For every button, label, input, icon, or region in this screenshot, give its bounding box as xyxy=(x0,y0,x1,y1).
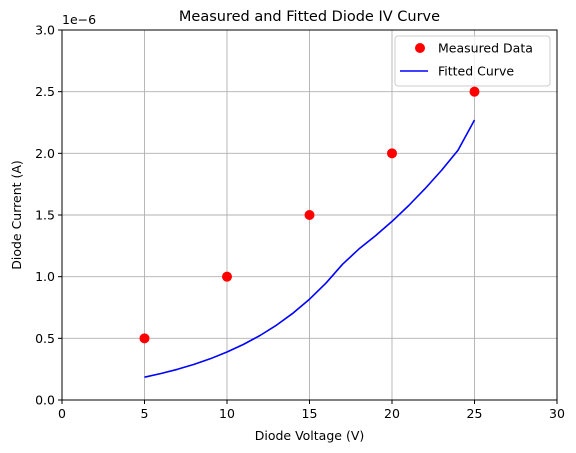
y-tick-label: 1.0 xyxy=(35,269,55,284)
y-tick-label: 3.0 xyxy=(35,23,55,38)
x-tick-label: 5 xyxy=(141,406,149,421)
y-offset-label: 1e−6 xyxy=(62,12,96,27)
y-axis-label: Diode Current (A) xyxy=(9,160,24,270)
legend: Measured Data Fitted Curve xyxy=(395,36,550,86)
x-tick-label: 15 xyxy=(302,406,318,421)
x-tick-label: 10 xyxy=(219,406,235,421)
legend-label-fitted-curve: Fitted Curve xyxy=(438,64,514,79)
y-tick-label: 1.5 xyxy=(35,208,55,223)
x-tick-label: 20 xyxy=(384,406,400,421)
x-tick-label: 25 xyxy=(467,406,483,421)
legend-label-measured-data: Measured Data xyxy=(438,41,533,56)
measured-data-point xyxy=(222,272,232,282)
measured-data-point xyxy=(140,333,150,343)
legend-marker-measured-data xyxy=(415,43,425,53)
measured-data-point xyxy=(387,148,397,158)
y-tick-label: 2.5 xyxy=(35,84,55,99)
y-tick-label: 0.5 xyxy=(35,331,55,346)
y-tick-label: 0.0 xyxy=(35,393,55,408)
y-tick-label: 2.0 xyxy=(35,146,55,161)
x-axis-label: Diode Voltage (V) xyxy=(255,428,365,443)
measured-data-point xyxy=(470,87,480,97)
measured-data-point xyxy=(305,210,315,220)
x-tick-label: 30 xyxy=(549,406,565,421)
chart-title: Measured and Fitted Diode IV Curve xyxy=(179,9,440,25)
x-tick-label: 0 xyxy=(58,406,66,421)
